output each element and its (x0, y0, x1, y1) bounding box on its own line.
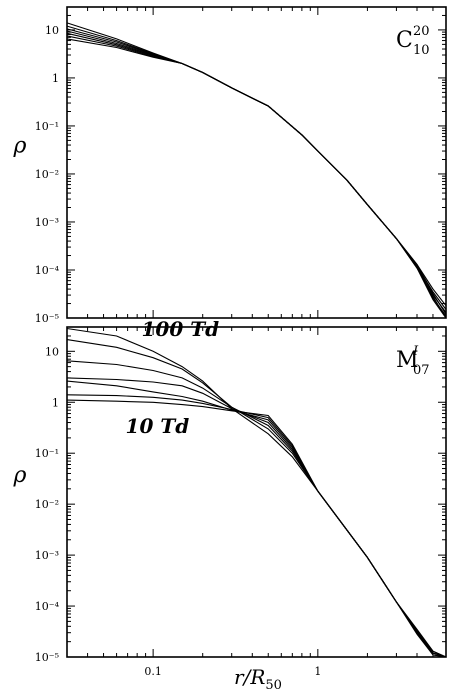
y-tick-label: 1 (52, 396, 59, 409)
series-line (66, 394, 447, 658)
x-axis-title-text: r/R50 (234, 665, 282, 692)
series-line (66, 399, 447, 658)
y-tick-label: 10⁻⁴ (35, 600, 60, 613)
series-line (66, 22, 447, 307)
plot-frame (66, 326, 447, 658)
panel-tag: M (396, 348, 419, 373)
y-tick-label: 10 (45, 345, 59, 358)
panel-tag-sub: 10 (413, 43, 430, 58)
panel-bottom: 10 1 10⁻¹ 10⁻² 10⁻³ 10⁻⁴ 10⁻⁵ 0.1 1 ρ MI 07 100 Td 10… (13, 317, 447, 678)
series-line (66, 327, 447, 658)
y-tick-label: 10 (45, 24, 59, 37)
x-tick-label: 0.1 (144, 665, 162, 678)
series-line (66, 360, 447, 658)
series-line (66, 32, 447, 315)
plot-frame (66, 6, 447, 319)
y-tick-label: 10⁻³ (35, 549, 59, 562)
y-axis-label: ρ (13, 134, 27, 159)
y-tick-label: 10⁻³ (35, 216, 59, 229)
series-line (66, 25, 447, 310)
x-tick-label: 1 (314, 665, 321, 678)
x-axis-title-main: r/R (234, 665, 265, 689)
y-tick-label: 1 (52, 72, 59, 85)
series-line (66, 35, 447, 317)
y-tick-label: 10⁻¹ (35, 120, 59, 133)
x-axis-title: r/R50 (234, 665, 282, 693)
panel-tag: C (396, 28, 413, 53)
panel-tag-sup: 20 (413, 24, 430, 39)
y-tick-label: 10⁻¹ (35, 447, 59, 460)
y-tick-label: 10⁻⁵ (35, 651, 59, 664)
annotation: 100 Td (141, 317, 219, 341)
series-line (66, 380, 447, 658)
series-line (66, 38, 447, 319)
series-line (66, 28, 447, 313)
y-tick-label: 10⁻² (35, 498, 59, 511)
y-axis-label: ρ (13, 463, 27, 488)
y-tick-label: 10⁻⁴ (35, 264, 60, 277)
y-tick-label: 10⁻² (35, 168, 59, 181)
panel-tag-sub: 07 (413, 363, 430, 378)
annotation: 10 Td (126, 414, 190, 438)
x-axis-title-subscript: 50 (265, 678, 282, 692)
series-line (66, 30, 447, 319)
y-tick-label: 10⁻⁵ (35, 312, 59, 325)
series-line (66, 339, 447, 658)
panel-tag-sup: I (412, 344, 419, 359)
panel-top: 10 1 10⁻¹ 10⁻² 10⁻³ 10⁻⁴ 10⁻⁵ ρ C 20 10 (13, 6, 447, 325)
